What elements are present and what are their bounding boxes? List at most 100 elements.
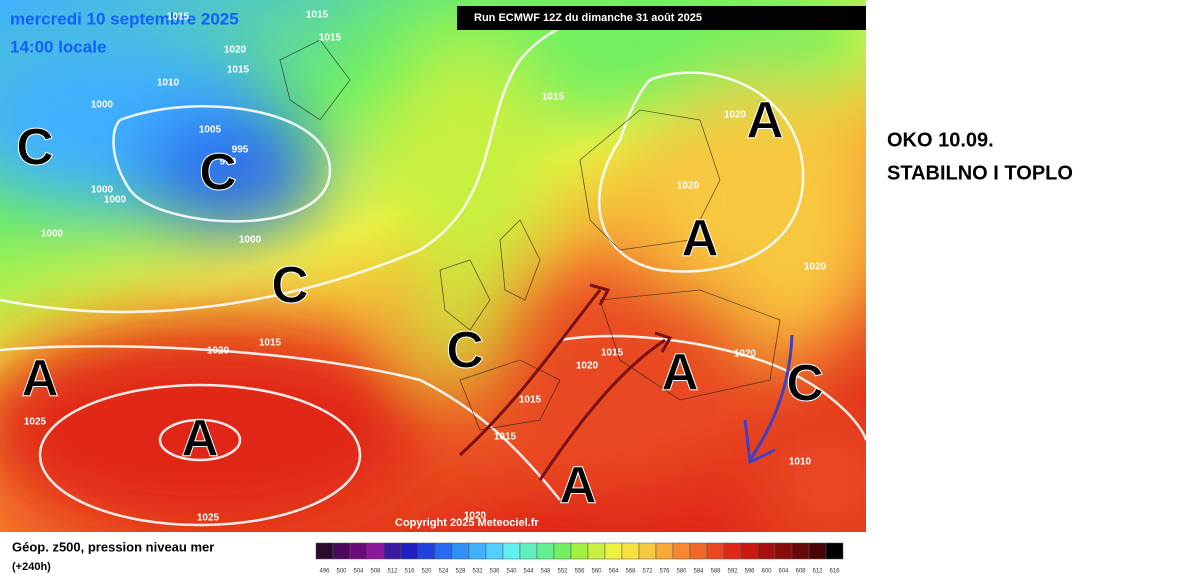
isobar-label: 1015 (601, 348, 624, 359)
scale-label: 568 (625, 569, 636, 575)
isobar-label: 1015 (519, 395, 542, 406)
scale-label: 496 (319, 569, 330, 575)
scale-label: 584 (693, 569, 704, 575)
scale-label: 612 (812, 569, 823, 575)
scale-swatch (638, 542, 657, 560)
isobar-label: 1020 (724, 110, 747, 121)
scale-swatch (706, 542, 725, 560)
date-label: mercredi 10 septembre 2025 (10, 9, 239, 28)
scale-label: 588 (710, 569, 721, 575)
scale-swatch (808, 542, 827, 560)
scale-label: 576 (659, 569, 670, 575)
scale-swatch (332, 542, 351, 560)
pressure-center: C (786, 355, 824, 413)
scale-label: 524 (438, 569, 449, 575)
isobar-label: 995 (232, 145, 249, 156)
scale-label: 592 (727, 569, 738, 575)
scale-swatch (570, 542, 589, 560)
scale-label: 572 (642, 569, 653, 575)
scale-label: 516 (404, 569, 415, 575)
scale-swatch (366, 542, 385, 560)
run-banner (457, 6, 866, 30)
pressure-center: C (271, 257, 309, 315)
run-info: Run ECMWF 12Z du dimanche 31 août 2025 (474, 12, 702, 24)
scale-label: 500 (336, 569, 347, 575)
isobar-label: 1000 (41, 229, 64, 240)
pressure-center: A (559, 457, 597, 515)
time-label: 14:00 locale (10, 37, 106, 56)
scale-swatch (689, 542, 708, 560)
scale-label: 600 (761, 569, 772, 575)
scale-label: 504 (353, 569, 364, 575)
isobar-label: 1015 (319, 33, 342, 44)
isobar-label: 1000 (91, 100, 114, 111)
scale-swatch (536, 542, 555, 560)
scale-label: 560 (591, 569, 602, 575)
scale-label: 528 (455, 569, 466, 575)
isobar-label: 1020 (734, 349, 757, 360)
pressure-center: A (181, 410, 219, 468)
field-label: Géop. z500, pression niveau mer (12, 539, 214, 554)
scale-swatch (774, 542, 793, 560)
isobar-label: 1025 (24, 417, 47, 428)
scale-swatch (485, 542, 504, 560)
pressure-center: A (746, 92, 784, 150)
isobar-label: 990 (220, 157, 237, 168)
scale-swatch (553, 542, 572, 560)
scale-swatch (655, 542, 674, 560)
scale-swatch (383, 542, 402, 560)
scale-label: 596 (744, 569, 755, 575)
scale-label: 564 (608, 569, 619, 575)
copyright: Copyright 2025 Meteociel.fr (395, 517, 539, 529)
lead-time: (+240h) (12, 561, 51, 573)
isobar-label: 1005 (199, 125, 222, 136)
scale-swatch (723, 542, 742, 560)
scale-swatch (451, 542, 470, 560)
isobar-label: 1015 (494, 432, 517, 443)
scale-label: 520 (421, 569, 432, 575)
pressure-center: A (661, 344, 699, 402)
isobar-label: 1020 (804, 262, 827, 273)
scale-swatch (502, 542, 521, 560)
isobar-label: 1015 (259, 338, 282, 349)
scale-label: 532 (472, 569, 483, 575)
note-title: OKO 10.09. (887, 129, 994, 151)
scale-swatch (621, 542, 640, 560)
scale-swatch (740, 542, 759, 560)
color-scale: 496 500 504 508 512 516 520 524 528 532 536 540 544 5… (315, 542, 844, 575)
scale-swatch (825, 542, 844, 560)
isobar-label: 1020 (464, 511, 487, 522)
scale-swatch (587, 542, 606, 560)
scale-swatch (757, 542, 776, 560)
scale-label: 540 (506, 569, 517, 575)
isobar-label: 1010 (789, 457, 812, 468)
map (0, 0, 866, 532)
scale-swatch (604, 542, 623, 560)
scale-label: 512 (387, 569, 398, 575)
scale-swatch (519, 542, 538, 560)
isobar-label: 1000 (239, 235, 262, 246)
scale-swatch (400, 542, 419, 560)
scale-swatch (349, 542, 368, 560)
pressure-center: C (446, 322, 484, 380)
pressure-center: C (199, 144, 237, 202)
scale-label: 608 (795, 569, 806, 575)
isobar-label: 1000 (104, 195, 127, 206)
isobar-label: 1015 (227, 65, 250, 76)
isobar-label: 1015 (306, 10, 329, 21)
scale-label: 544 (523, 569, 534, 575)
pressure-center: A (681, 210, 719, 268)
scale-label: 556 (574, 569, 585, 575)
pressure-center: C (16, 119, 54, 177)
scale-label: 536 (489, 569, 500, 575)
isobar-label: 1020 (677, 181, 700, 192)
isobar-label: 1010 (157, 78, 180, 89)
isobar-label: 1020 (224, 45, 247, 56)
scale-swatch (417, 542, 436, 560)
pressure-center: A (21, 350, 59, 408)
scale-swatch (468, 542, 487, 560)
isobar-label: 1020 (207, 346, 230, 357)
scale-label: 604 (778, 569, 789, 575)
